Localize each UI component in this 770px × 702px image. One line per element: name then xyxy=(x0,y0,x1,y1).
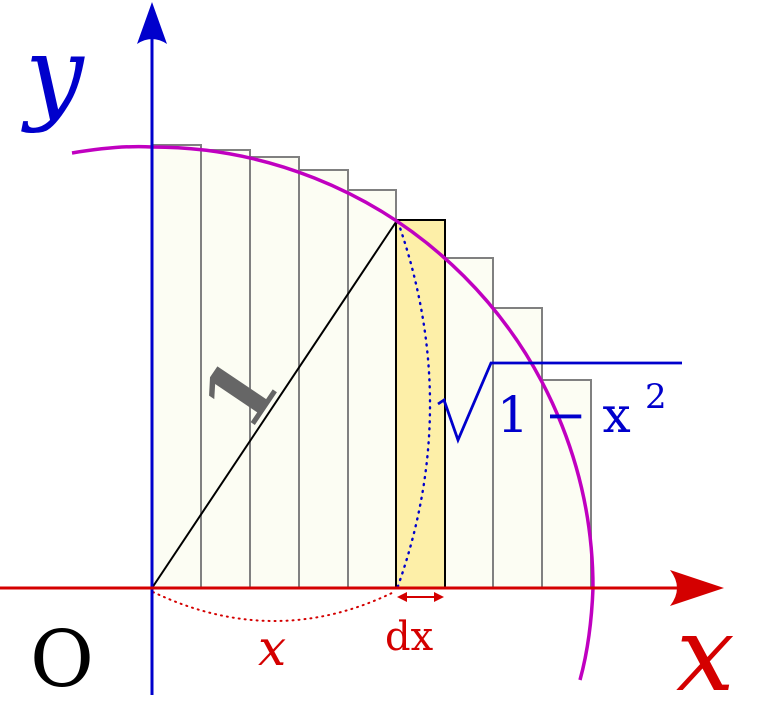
sqrt-radical-sign xyxy=(437,361,682,444)
riemann-bars xyxy=(151,144,592,589)
x-axis xyxy=(0,570,724,606)
x-axis-arrowhead xyxy=(670,570,724,606)
riemann-bar-2 xyxy=(200,149,251,589)
sqrt-exponent: 2 xyxy=(645,377,667,417)
dx-label: dx xyxy=(385,614,434,660)
riemann-bar-9 xyxy=(541,379,592,589)
x-axis-label: x xyxy=(676,593,735,702)
radius-line xyxy=(151,221,397,589)
y-axis xyxy=(137,2,167,695)
y-axis-label: y xyxy=(21,13,85,135)
riemann-bar-5 xyxy=(347,189,397,589)
riemann-bar-8 xyxy=(492,307,543,589)
sqrt-radicand: 1 − x xyxy=(497,386,631,444)
y-axis-arrowhead xyxy=(137,2,167,44)
strip-height-dotted-curve xyxy=(396,220,432,588)
origin-label: O xyxy=(30,615,94,702)
riemann-bar-1 xyxy=(151,144,202,589)
dx-double-arrow xyxy=(397,592,444,602)
x-segment-dotted-arc xyxy=(152,591,395,622)
x-segment-label: x xyxy=(258,619,286,677)
dx-strip xyxy=(395,219,446,589)
riemann-bar-4 xyxy=(298,169,349,589)
